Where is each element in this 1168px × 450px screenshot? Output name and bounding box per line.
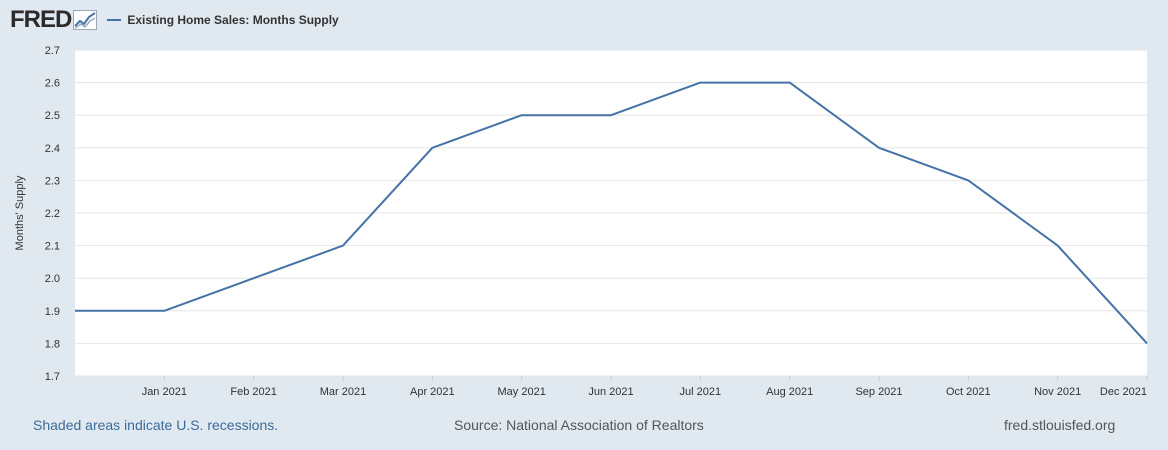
data-point[interactable]: [607, 111, 615, 119]
data-point[interactable]: [1143, 339, 1151, 347]
data-point[interactable]: [250, 274, 258, 282]
y-tick-label: 2.6: [45, 78, 60, 90]
y-tick-label: 2.5: [45, 110, 60, 122]
y-tick-label: 2.0: [45, 273, 60, 285]
legend-swatch: [107, 19, 122, 21]
recessions-note[interactable]: Shaded areas indicate U.S. recessions.: [33, 417, 279, 433]
y-tick-label: 2.7: [45, 45, 60, 57]
y-tick-label: 2.3: [45, 175, 60, 187]
x-tick-label: Jun 2021: [588, 386, 633, 398]
data-point[interactable]: [786, 79, 794, 87]
data-point[interactable]: [1054, 242, 1062, 250]
y-tick-label: 1.8: [45, 338, 60, 350]
source-note: Source: National Association of Realtors: [454, 417, 704, 433]
x-tick-label: Aug 2021: [766, 386, 813, 398]
chart-header: FRED Existing Home Sales: Months Supply: [10, 6, 339, 34]
x-tick-label: Nov 2021: [1034, 386, 1081, 398]
fred-chart-logo-icon: [73, 10, 98, 30]
data-point[interactable]: [518, 111, 526, 119]
y-tick-label: 1.7: [45, 371, 60, 383]
fred-logo[interactable]: FRED: [10, 6, 72, 33]
series-line[interactable]: [75, 81, 1148, 345]
x-tick-label: Jul 2021: [680, 386, 722, 398]
legend-series-label[interactable]: Existing Home Sales: Months Supply: [127, 13, 339, 27]
data-point[interactable]: [428, 144, 436, 152]
x-tick-label: Jan 2021: [142, 386, 187, 398]
data-point[interactable]: [964, 176, 972, 184]
y-tick-label: 2.4: [45, 143, 60, 155]
x-tick-label: Feb 2021: [230, 386, 276, 398]
data-point[interactable]: [696, 79, 704, 87]
x-tick-label: May 2021: [498, 386, 546, 398]
y-tick-label: 2.2: [45, 208, 60, 220]
data-point[interactable]: [875, 144, 883, 152]
y-tick-label: 1.9: [45, 306, 60, 318]
y-axis-label: Months' Supply: [14, 175, 26, 250]
site-link[interactable]: fred.stlouisfed.org: [1004, 417, 1116, 433]
x-tick-label: Apr 2021: [410, 386, 455, 398]
data-point[interactable]: [71, 307, 79, 315]
x-tick-label: Oct 2021: [946, 386, 991, 398]
x-tick-label: Dec 2021: [1100, 386, 1147, 398]
y-tick-label: 2.1: [45, 241, 60, 253]
data-point[interactable]: [160, 307, 168, 315]
x-tick-label: Sep 2021: [855, 386, 902, 398]
data-point[interactable]: [339, 242, 347, 250]
x-tick-label: Mar 2021: [320, 386, 366, 398]
